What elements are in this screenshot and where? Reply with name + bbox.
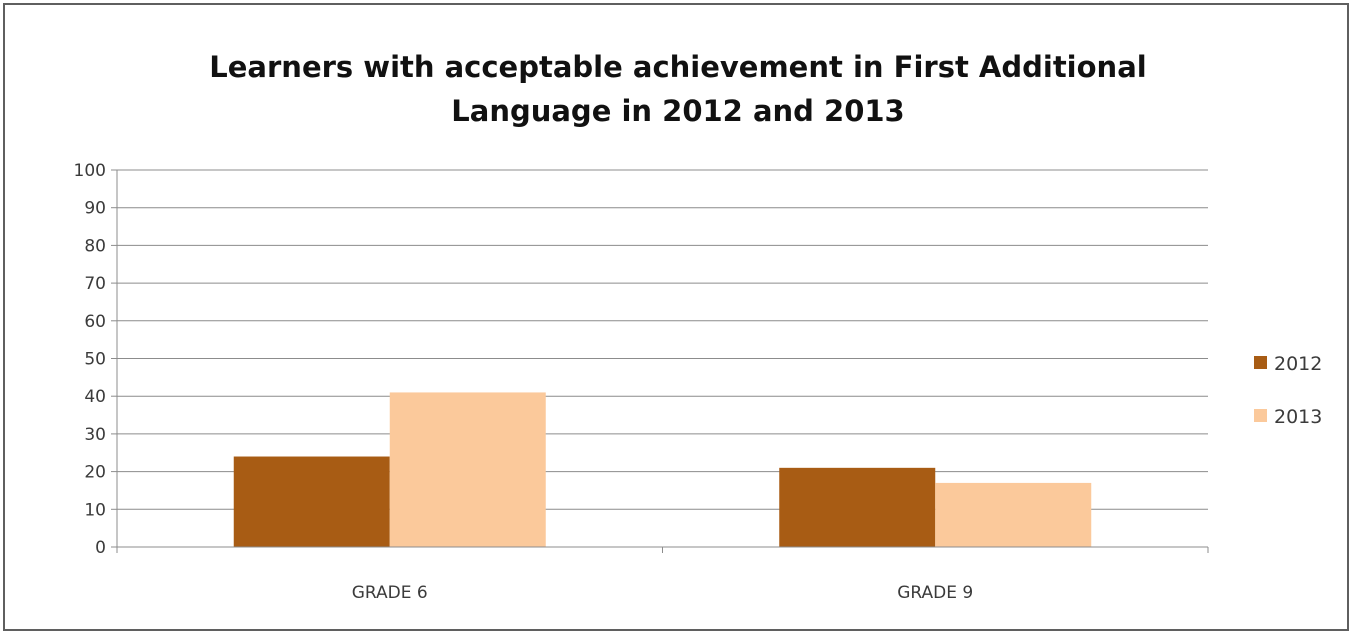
y-tick-label: 30 xyxy=(84,425,106,445)
y-tick-label: 20 xyxy=(84,463,106,483)
y-tick-label: 0 xyxy=(95,538,106,558)
chart-frame: Learners with acceptable achievement in … xyxy=(3,3,1349,631)
bar-2012-grade-6 xyxy=(233,456,390,547)
legend: 2012 2013 xyxy=(1254,353,1322,428)
y-tick-label: 80 xyxy=(84,236,106,256)
x-category-label: GRADE 9 xyxy=(897,583,973,603)
bars xyxy=(233,392,1092,547)
y-tick-label: 40 xyxy=(84,387,106,407)
y-tick-label: 50 xyxy=(84,350,106,370)
chart-title-line-2: Language in 2012 and 2013 xyxy=(451,94,905,128)
legend-swatch-2013 xyxy=(1254,409,1267,422)
axes xyxy=(116,170,1209,553)
legend-swatch-2012 xyxy=(1254,356,1267,369)
x-axis-labels: GRADE 6 GRADE 9 xyxy=(352,583,973,603)
y-tick-label: 10 xyxy=(84,500,106,520)
chart-title-line-1: Learners with acceptable achievement in … xyxy=(209,50,1147,84)
y-tick-label: 70 xyxy=(84,274,106,294)
bar-2013-grade-9 xyxy=(935,482,1092,547)
y-tick-label: 60 xyxy=(84,312,106,332)
bar-2012-grade-9 xyxy=(779,467,936,547)
y-tick-label: 90 xyxy=(84,199,106,219)
chart-title: Learners with acceptable achievement in … xyxy=(5,45,1351,133)
bar-2013-grade-6 xyxy=(389,392,546,547)
y-tick-label: 100 xyxy=(74,161,106,181)
legend-label-2012: 2012 xyxy=(1274,353,1322,375)
legend-label-2013: 2013 xyxy=(1274,406,1322,428)
x-category-label: GRADE 6 xyxy=(352,583,428,603)
y-axis-ticks: 0 10 20 30 40 50 60 70 80 90 100 xyxy=(74,161,117,558)
